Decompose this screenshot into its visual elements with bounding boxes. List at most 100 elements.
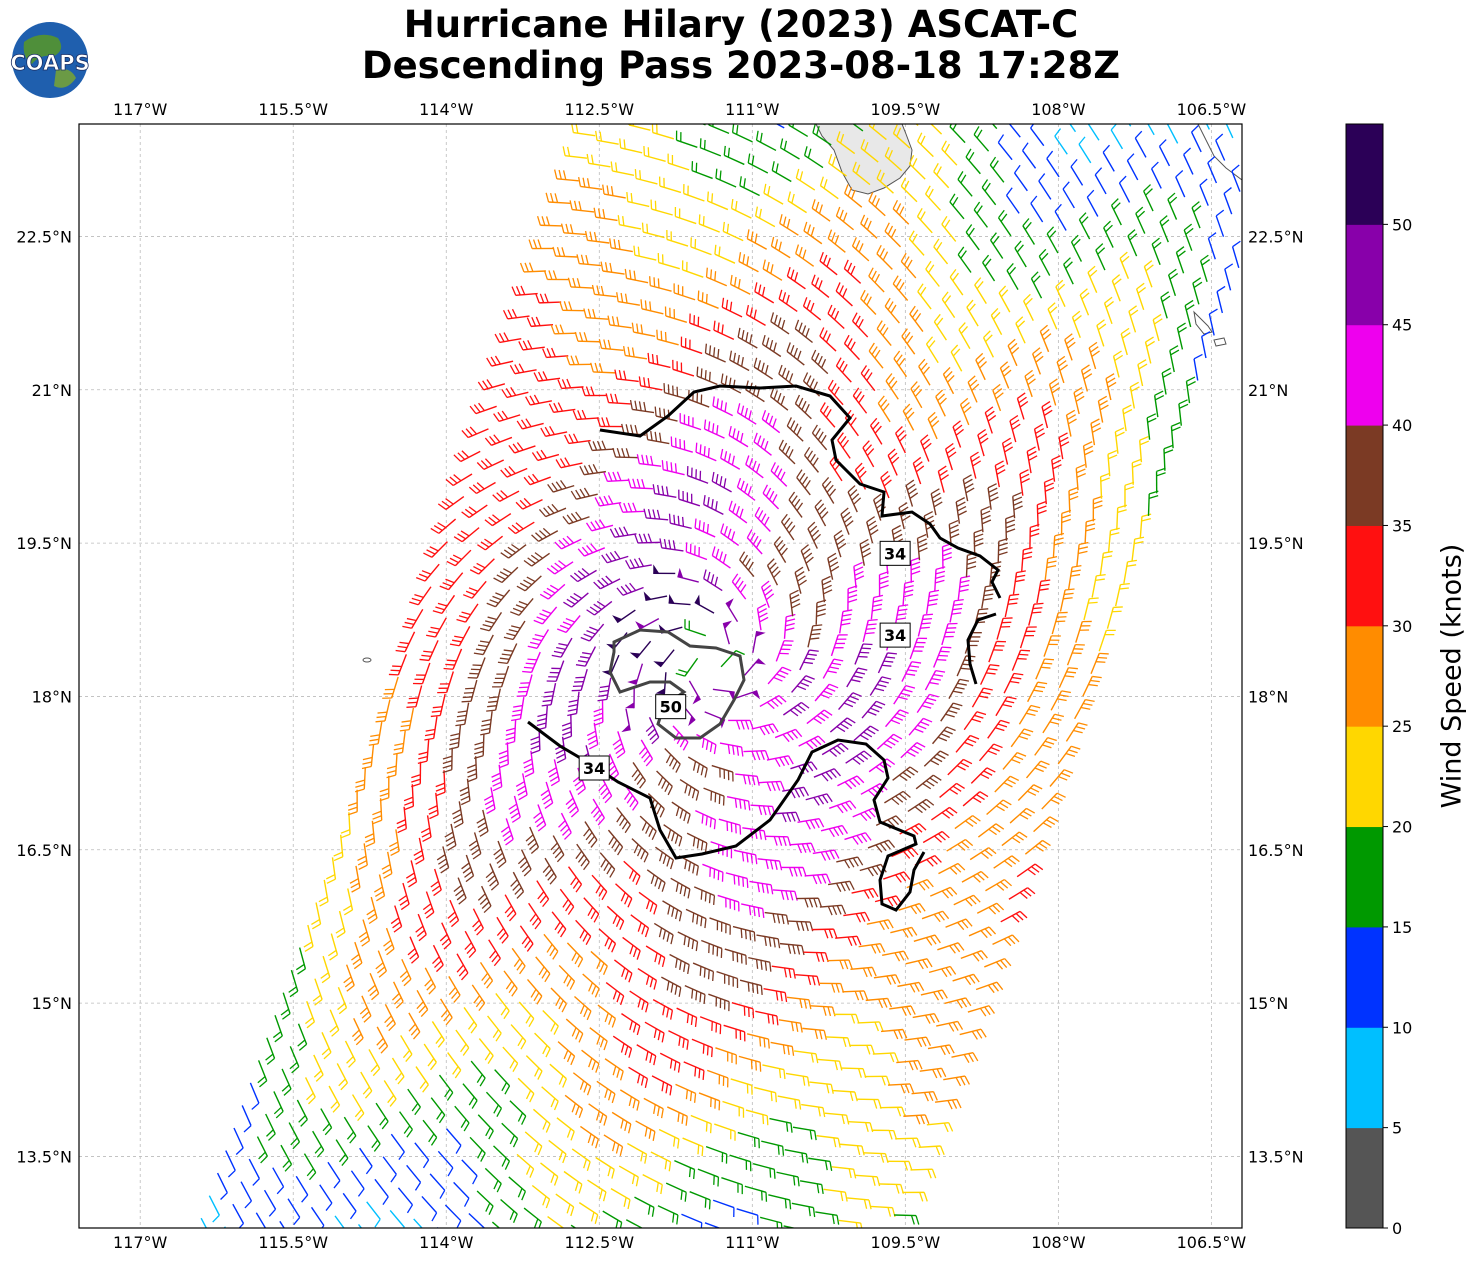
x-tick-label-top: 115.5°W: [258, 100, 328, 119]
wind-barb: [739, 979, 763, 996]
colorbar-segment: [1346, 324, 1383, 426]
wind-barb: [628, 1066, 649, 1088]
wind-barb: [695, 810, 717, 830]
wind-barb: [930, 806, 958, 821]
y-tick-label-left: 22.5°N: [16, 227, 72, 246]
mainland-mexico-coast: [1197, 124, 1242, 181]
x-tick-label-bottom: 111°W: [725, 1233, 780, 1252]
wind-barb: [851, 887, 879, 899]
wind-barb: [565, 790, 580, 818]
wind-barb: [256, 1136, 268, 1164]
map-title-line2: Descending Pass 2023-08-18 17:28Z: [361, 44, 1121, 87]
wind-barb: [312, 1130, 325, 1158]
wind-barb: [453, 527, 480, 543]
wind-barb: [368, 721, 383, 746]
wind-barb: [557, 378, 584, 390]
wind-barb: [241, 1105, 252, 1133]
wind-barb: [703, 569, 723, 592]
wind-barb: [941, 542, 952, 569]
wind-barb: [232, 1203, 245, 1228]
wind-barb: [1106, 606, 1123, 629]
wind-barb: [525, 826, 540, 855]
wind-barb: [1000, 910, 1028, 923]
wind-barb: [840, 507, 854, 535]
wind-barb: [629, 990, 649, 1013]
wind-barb: [565, 1018, 584, 1043]
wind-barb: [497, 643, 518, 665]
wind-barb: [842, 990, 869, 1001]
wind-barb: [725, 872, 749, 888]
wind-barb: [447, 899, 460, 928]
wind-barb: [625, 1219, 644, 1228]
colorbar-segment: [1346, 124, 1383, 225]
wind-barb: [1016, 863, 1044, 878]
wind-barb: [846, 667, 868, 688]
wind-barb: [795, 974, 821, 986]
wind-barb: [395, 631, 416, 653]
wind-barb: [659, 538, 684, 552]
wind-barb: [413, 1218, 423, 1228]
wind-barb: [859, 538, 872, 566]
wind-barb: [492, 490, 520, 502]
wind-barb: [439, 922, 452, 950]
wind-barb: [970, 767, 996, 784]
wind-barb: [563, 592, 589, 608]
wind-barb: [1034, 737, 1057, 756]
contour-label-text: 34: [884, 544, 906, 563]
wind-barb: [981, 584, 995, 609]
wind-barb: [688, 680, 701, 705]
wind-barb: [422, 891, 435, 919]
wind-barb: [493, 410, 521, 423]
wind-barb: [708, 993, 730, 1012]
wind-barb: [703, 495, 724, 516]
wind-barb: [424, 716, 438, 741]
wind-barb: [409, 586, 432, 606]
wind-barb: [543, 933, 559, 960]
wind-barb: [486, 355, 514, 367]
colorbar: 0 5 10 15 20 25 30 35 40 45 50: [1345, 123, 1412, 1238]
wind-barb: [357, 843, 368, 870]
wind-barb: [705, 1145, 728, 1164]
wind-barb: [1114, 582, 1130, 607]
wind-barb: [590, 798, 605, 826]
wind-barb: [347, 789, 358, 816]
wind-barb: [555, 1193, 575, 1217]
wind-barb: [662, 900, 683, 922]
wind-barb: [511, 947, 526, 975]
wind-barb: [864, 1075, 891, 1086]
wind-barb: [706, 1069, 729, 1088]
wind-barb: [351, 1094, 365, 1122]
wind-barb: [417, 739, 430, 765]
wind-barb: [712, 1199, 735, 1218]
wind-barb: [722, 1100, 745, 1118]
wind-barb: [627, 1142, 648, 1164]
wind-barb: [437, 495, 465, 510]
wind-barb: [929, 886, 958, 899]
wind-barb: [383, 927, 395, 956]
wind-barb: [439, 572, 464, 591]
wind-barb: [459, 778, 471, 806]
wind-barb: [902, 1191, 928, 1202]
wind-barb: [469, 402, 497, 415]
wind-barb: [869, 676, 892, 696]
wind-barb: [815, 599, 827, 625]
wind-barb: [469, 1136, 486, 1162]
wind-barb: [702, 863, 724, 882]
wind-barb: [670, 436, 693, 453]
wind-barb: [531, 449, 560, 462]
wind-barb: [303, 924, 314, 952]
wind-barb: [523, 1207, 542, 1228]
wind-barb: [511, 697, 525, 722]
wind-barb: [567, 691, 580, 717]
wind-barb: [342, 1192, 357, 1220]
y-tick-label-right: 21°N: [1248, 381, 1288, 400]
wind-barb: [901, 661, 922, 682]
wind-barb: [335, 1139, 349, 1167]
wind-barb: [453, 450, 481, 463]
wind-barb: [623, 860, 641, 885]
wind-barb: [627, 478, 653, 490]
wind-barb: [769, 1117, 793, 1133]
colorbar-segment: [1346, 525, 1383, 627]
wind-barb: [911, 1090, 938, 1102]
wind-barb: [486, 589, 511, 608]
